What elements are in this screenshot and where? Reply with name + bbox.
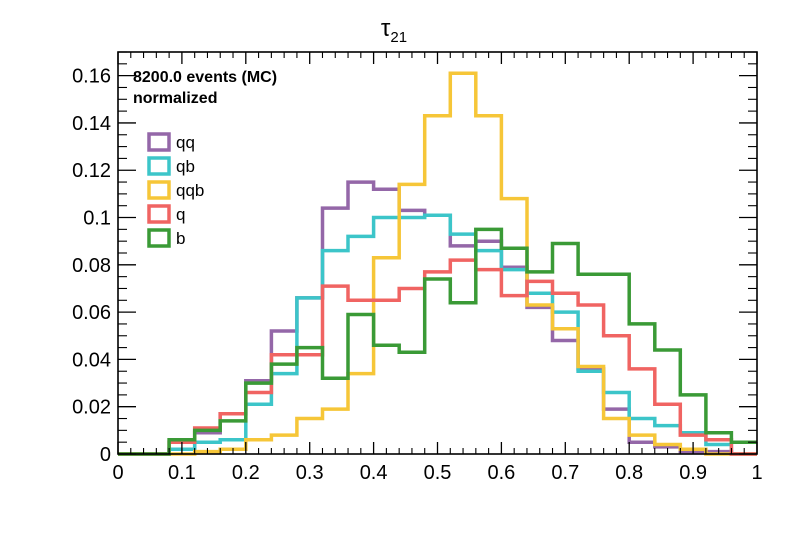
annotation-line: normalized (133, 90, 217, 107)
legend-swatch-qqb (147, 180, 171, 200)
series-layer (118, 71, 757, 456)
x-tick-label: 0 (112, 462, 123, 484)
plot-frame (117, 51, 758, 455)
y-tick-label: 0 (100, 444, 111, 466)
legend-label-qb: qb (176, 157, 195, 176)
x-tick-label: 0.1 (168, 462, 196, 484)
y-tick-label: 0.1 (83, 208, 111, 230)
legend-label-qqb: qqb (176, 181, 204, 200)
legend-swatch-b (147, 228, 171, 248)
x-tick-label: 0.8 (615, 462, 643, 484)
x-tick-label: 0.7 (551, 462, 579, 484)
legend-label-qq: qq (176, 133, 195, 152)
title-subscript: 21 (390, 29, 407, 46)
series-line-qb (118, 213, 757, 456)
series-line-qqb (118, 71, 757, 456)
y-tick-label: 0.06 (72, 302, 111, 324)
legend-swatch-qb (147, 156, 171, 176)
info-annotation: 8200.0 events (MC) normalized (133, 69, 277, 107)
y-tick-label: 0.12 (72, 160, 111, 182)
y-tick-label: 0.02 (72, 397, 111, 419)
x-tick-label: 0.4 (360, 462, 388, 484)
y-axis-tick-labels: 0 0.02 0.04 0.06 0.08 0.1 0.12 0.14 0.16 (72, 66, 111, 466)
y-tick-label: 0.08 (72, 255, 111, 277)
series-line-q (118, 258, 757, 456)
x-tick-label: 0.9 (679, 462, 707, 484)
title-symbol: τ (381, 15, 391, 42)
chart-title: τ21 (381, 15, 407, 46)
x-tick-label: 0.5 (424, 462, 452, 484)
legend-label-b: b (176, 229, 185, 248)
x-tick-label: 0.3 (296, 462, 324, 484)
x-axis-ticks (117, 52, 758, 454)
x-tick-label: 0.6 (487, 462, 515, 484)
y-tick-label: 0.04 (72, 349, 111, 371)
legend-swatch-qq (147, 132, 171, 152)
legend-label-q: q (176, 205, 185, 224)
series-line-b (118, 227, 757, 456)
x-axis-tick-labels: 0 0.1 0.2 0.3 0.4 0.5 0.6 0.7 0.8 0.9 1 (112, 462, 762, 484)
annotation-line: 8200.0 events (MC) (133, 69, 277, 86)
y-axis-ticks (118, 51, 757, 455)
legend-swatch-q (147, 204, 171, 224)
series-line-qq (118, 180, 757, 456)
y-tick-label: 0.14 (72, 113, 111, 135)
x-tick-label: 1 (751, 462, 762, 484)
y-tick-label: 0.16 (72, 66, 111, 88)
x-tick-label: 0.2 (232, 462, 260, 484)
